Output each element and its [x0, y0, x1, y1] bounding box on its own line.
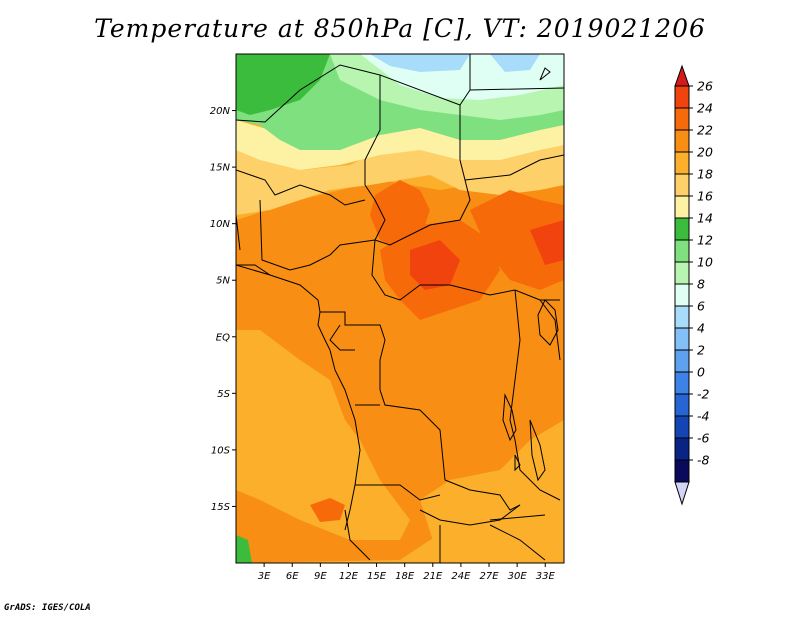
lat-tick-label: 10N — [210, 219, 231, 230]
lon-tick-label: 33E — [536, 571, 556, 582]
legend-swatch — [674, 239, 690, 263]
lon-tick-label: 15E — [367, 571, 387, 582]
latitude-axis: 20N 15N 10N 5N EQ 5S 10S 15S — [210, 106, 236, 513]
legend-label: 12 — [697, 233, 713, 248]
lon-tick-label: 18E — [395, 571, 415, 582]
lon-tick-label: 6E — [286, 571, 299, 582]
country-borders — [236, 54, 564, 563]
lon-tick-label: 27E — [480, 571, 500, 582]
map-frame — [235, 53, 565, 564]
legend-label: 0 — [697, 365, 705, 380]
legend-label: 22 — [697, 123, 713, 138]
legend-label: 20 — [697, 145, 713, 160]
legend-label: 2 — [697, 343, 705, 358]
lon-tick-label: 21E — [423, 571, 443, 582]
legend-swatch — [674, 349, 690, 373]
legend-swatch — [674, 437, 690, 461]
legend-swatch — [674, 85, 690, 109]
map-title: Temperature at 850hPa [C], VT: 201902120… — [94, 14, 706, 43]
legend-label: 16 — [697, 189, 713, 204]
lon-tick-label: 24E — [451, 571, 471, 582]
lat-tick-label: 5N — [216, 276, 230, 287]
legend-swatch — [674, 129, 690, 153]
legend-swatch — [674, 217, 690, 241]
legend-swatch — [674, 261, 690, 285]
legend-swatch — [674, 327, 690, 351]
legend-swatch — [674, 393, 690, 417]
lat-tick-label: 20N — [210, 106, 231, 117]
legend-swatch — [674, 305, 690, 329]
legend-label: 14 — [697, 211, 713, 226]
legend-label: 24 — [697, 101, 713, 116]
legend-swatch — [674, 107, 690, 131]
legend-swatch — [674, 283, 690, 307]
legend-label: 10 — [697, 255, 713, 270]
legend-label: -2 — [697, 387, 710, 402]
lon-tick-label: 30E — [508, 571, 528, 582]
lat-tick-label: EQ — [216, 332, 230, 343]
legend-swatch — [674, 459, 690, 483]
legend-arrow-low — [674, 481, 690, 506]
legend-label: 6 — [697, 299, 705, 314]
longitude-axis: 3E 6E 9E 12E 15E 18E 21E 24E 27E 30E 33E — [258, 563, 556, 582]
legend-arrow-high — [674, 64, 690, 87]
legend-swatch — [674, 173, 690, 197]
temperature-field — [236, 54, 564, 563]
legend-label: 26 — [697, 79, 713, 94]
lat-tick-label: 15S — [211, 502, 231, 513]
lat-tick-label: 15N — [210, 163, 231, 174]
lon-tick-label: 12E — [339, 571, 359, 582]
legend-swatch — [674, 415, 690, 439]
legend-swatch — [674, 195, 690, 219]
legend-swatch — [674, 371, 690, 395]
lon-tick-label: 3E — [258, 571, 271, 582]
legend-label: -8 — [697, 453, 710, 468]
lon-tick-label: 9E — [314, 571, 327, 582]
footer-credit: GrADS: IGES/COLA — [4, 603, 91, 613]
legend-label: 8 — [697, 277, 705, 292]
lat-tick-label: 10S — [211, 445, 231, 456]
legend-label: 18 — [697, 167, 713, 182]
legend-label: -6 — [697, 431, 710, 446]
legend-swatch — [674, 151, 690, 175]
legend-label: -4 — [697, 409, 710, 424]
lat-tick-label: 5S — [217, 389, 230, 400]
legend-label: 4 — [697, 321, 705, 336]
